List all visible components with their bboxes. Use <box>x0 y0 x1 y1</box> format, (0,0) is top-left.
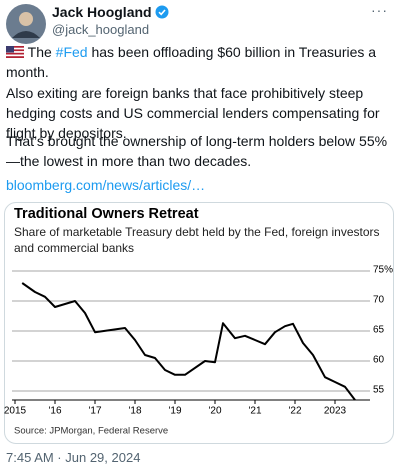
chart: Traditional Owners Retreat Share of mark… <box>4 206 393 437</box>
avatar[interactable] <box>6 4 46 44</box>
timestamp[interactable]: 7:45 AM · Jun 29, 2024 <box>6 450 141 465</box>
x-tick-label: '21 <box>248 406 261 417</box>
x-tick-label: '22 <box>288 406 301 417</box>
subtitle-line: Share of marketable Treasury debt held b… <box>14 225 380 239</box>
hashtag[interactable]: #Fed <box>55 44 88 60</box>
tweet-paragraph: Also exiting are foreign banks that face… <box>6 85 380 141</box>
flag-emoji <box>6 46 24 58</box>
y-tick-label: 65 <box>373 325 385 336</box>
x-tick-label: '19 <box>168 406 181 417</box>
data-line <box>21 282 356 401</box>
author-handle[interactable]: @jack_hoogland <box>52 22 150 37</box>
x-tick-label: 2015 <box>4 406 27 417</box>
verified-badge <box>155 5 169 19</box>
x-tick-label: 2023 <box>324 406 347 417</box>
link[interactable]: bloomberg.com/news/articles/… <box>6 177 206 193</box>
tweet-paragraph: The #Fed has been offloading $60 billion… <box>6 42 396 82</box>
y-tick-label: 55 <box>373 385 385 396</box>
tweet-text: The <box>27 44 56 60</box>
tweet-paragraph: That’s brought the ownership of long-ter… <box>6 133 388 169</box>
media-card[interactable] <box>4 202 394 444</box>
x-tick-label: '16 <box>48 406 61 417</box>
tweet-text: has been offloading $60 billion in Treas… <box>6 44 377 80</box>
y-tick-label: 70 <box>373 295 385 306</box>
chart-source: Source: JPMorgan, Federal Reserve <box>14 426 168 437</box>
x-tick-label: '18 <box>128 406 141 417</box>
more-button[interactable]: ··· <box>371 2 388 18</box>
subtitle-line: and commercial banks <box>14 241 134 255</box>
y-tick-label: 60 <box>373 355 385 366</box>
y-tick-label: 75% <box>373 265 393 276</box>
chart-title: Traditional Owners Retreat <box>14 206 199 222</box>
author-row: Jack Hoogland <box>52 4 169 20</box>
x-tick-label: '20 <box>208 406 221 417</box>
author-name[interactable]: Jack Hoogland <box>52 4 152 20</box>
chart-subtitle: Share of marketable Treasury debt held b… <box>14 225 380 255</box>
x-tick-label: '17 <box>88 406 101 417</box>
